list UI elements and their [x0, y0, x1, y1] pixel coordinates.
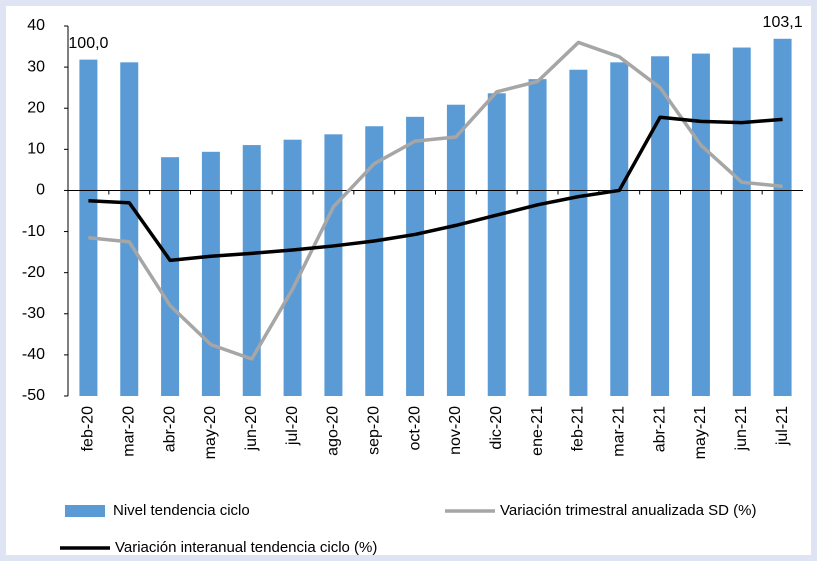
- value-label: 100,0: [68, 35, 108, 52]
- line: [88, 40, 783, 361]
- bar: [569, 69, 588, 397]
- bar: [773, 38, 792, 396]
- bar: [732, 47, 751, 396]
- value-label: 103,1: [763, 14, 803, 31]
- y-tick-label: -20: [22, 264, 45, 281]
- y-tick-label: 30: [27, 58, 45, 75]
- x-tick-label: jul-20: [284, 406, 301, 446]
- y-tick-label: 20: [27, 99, 45, 116]
- x-tick-label: dic-20: [488, 406, 505, 450]
- bar: [487, 93, 506, 396]
- bar: [365, 126, 384, 397]
- bar: [79, 59, 98, 397]
- x-tick-label: nov-20: [447, 406, 464, 455]
- bar: [324, 134, 343, 397]
- x-tick-label: mar-20: [120, 406, 137, 457]
- bar: [446, 104, 465, 396]
- legend-label: Variación trimestral anualizada SD (%): [500, 502, 757, 519]
- bar: [651, 56, 670, 396]
- x-tick-label: sep-20: [365, 406, 382, 455]
- bar: [406, 116, 425, 397]
- x-tick-label: may-20: [202, 406, 219, 459]
- x-tick-label: jul-21: [774, 406, 791, 446]
- y-tick-label: -40: [22, 346, 45, 363]
- x-tick-label: feb-21: [570, 406, 587, 451]
- bar: [120, 62, 139, 397]
- x-tick-label: mar-21: [610, 406, 627, 457]
- y-tick-label: -10: [22, 223, 45, 240]
- bar: [242, 145, 261, 396]
- x-tick-label: oct-20: [406, 406, 423, 451]
- bar: [201, 151, 220, 396]
- line: [88, 115, 783, 263]
- x-tick-label: jun-21: [733, 406, 750, 452]
- legend-label: Variación interanual tendencia ciclo (%): [115, 539, 377, 556]
- y-tick-label: -30: [22, 305, 45, 322]
- y-tick-label: 40: [27, 17, 45, 34]
- x-tick-label: may-21: [692, 406, 709, 459]
- bar: [283, 139, 302, 396]
- y-tick-label: -50: [22, 387, 45, 404]
- legend-label: Nivel tendencia ciclo: [113, 502, 250, 519]
- y-tick-label: 0: [36, 182, 45, 199]
- legend-swatch: [65, 505, 105, 517]
- bar: [691, 53, 710, 396]
- y-tick-label: 10: [27, 141, 45, 158]
- x-tick-label: feb-20: [80, 406, 97, 451]
- bar: [528, 79, 547, 397]
- x-tick-label: ago-20: [325, 406, 342, 456]
- x-tick-label: abr-21: [651, 406, 668, 452]
- bar: [610, 62, 629, 397]
- x-tick-label: abr-20: [161, 406, 178, 452]
- x-tick-label: ene-21: [529, 406, 546, 456]
- bar: [161, 157, 180, 396]
- x-tick-label: jun-20: [243, 406, 260, 452]
